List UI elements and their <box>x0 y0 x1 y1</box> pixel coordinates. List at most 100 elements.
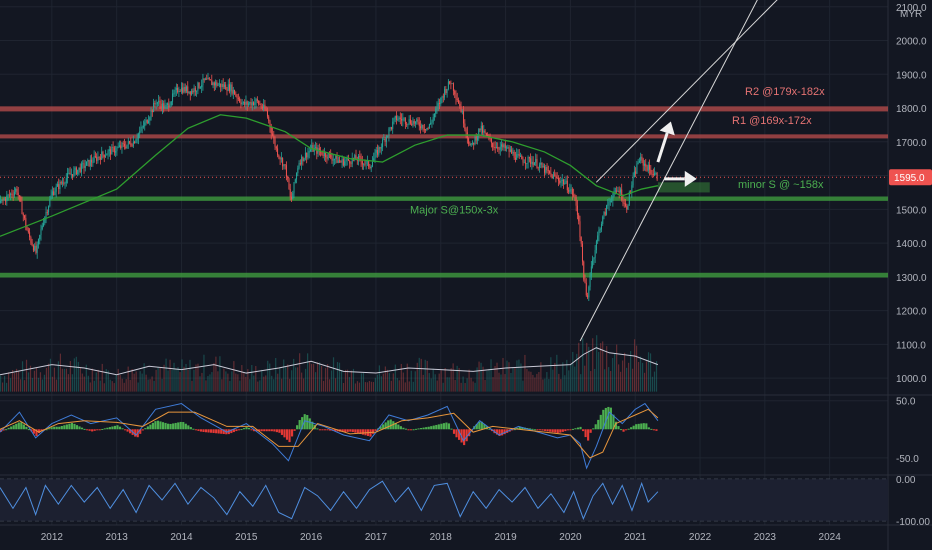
candle-body <box>207 78 209 80</box>
volume-bar <box>219 356 221 392</box>
candle-body <box>547 170 549 171</box>
candle-body <box>174 90 176 94</box>
macd-histogram-bar <box>285 429 289 440</box>
candle-body <box>293 182 295 194</box>
candle-body <box>136 138 138 141</box>
candle-body <box>265 109 267 111</box>
candle-body <box>130 142 132 146</box>
volume-bar <box>540 362 542 392</box>
macd-histogram-bar <box>245 427 248 430</box>
macd-histogram-bar <box>457 429 461 440</box>
macd-histogram-bar <box>316 428 319 430</box>
volume-bar <box>163 364 165 392</box>
candle-body <box>574 194 576 198</box>
volume-bar <box>500 374 502 392</box>
volume-bar <box>604 369 606 392</box>
candle-body <box>258 100 260 105</box>
macd-histogram-bar <box>604 407 607 430</box>
candle-body <box>546 167 548 171</box>
macd-histogram-bar <box>407 429 410 431</box>
volume-bar <box>119 374 121 392</box>
volume-bar <box>562 362 564 392</box>
macd-histogram-bar <box>202 429 205 433</box>
volume-bar <box>29 365 32 392</box>
volume-bar <box>478 361 480 392</box>
macd-histogram-bar <box>220 429 223 434</box>
macd-histogram-bar <box>121 428 124 430</box>
candle-body <box>603 211 605 217</box>
macd-histogram-bar <box>344 429 347 433</box>
macd-histogram-bar <box>134 429 137 437</box>
candle-body <box>193 88 195 93</box>
candle-body <box>482 125 484 133</box>
candle-body <box>389 127 391 129</box>
candle-body <box>385 136 387 142</box>
volume-bar <box>261 369 263 392</box>
candle-body <box>320 151 322 153</box>
price-axis[interactable]: 2100.02000.01900.01800.01700.01600.01500… <box>896 3 930 528</box>
candle-body <box>189 91 191 95</box>
candle-body <box>188 91 190 93</box>
macd-histogram-bar <box>149 424 152 430</box>
candle-body <box>542 166 544 168</box>
volume-bar <box>171 369 173 392</box>
macd-histogram-bar <box>399 426 402 430</box>
candle-body <box>165 104 167 106</box>
macd-histogram-bar <box>516 427 519 430</box>
candle-body <box>344 161 346 166</box>
candle-body <box>20 196 22 202</box>
candle-body <box>377 150 379 155</box>
volume-bar <box>414 371 416 392</box>
candle-body <box>307 152 309 158</box>
volume-bar <box>448 377 450 392</box>
candle-body <box>199 87 201 89</box>
volume-bar <box>422 374 424 392</box>
candle-body <box>113 147 115 153</box>
volume-bar <box>512 367 514 392</box>
volume-bar <box>275 357 277 392</box>
volume-bar <box>95 372 97 392</box>
volume-bar <box>1 382 4 392</box>
candle-body <box>589 275 591 287</box>
candle-body <box>187 86 189 93</box>
volume-bar <box>404 382 406 392</box>
candle-body <box>414 121 416 124</box>
candle-body <box>417 119 419 123</box>
volume-bar <box>446 377 448 392</box>
volume-bar <box>428 373 430 392</box>
candle-body <box>98 156 100 158</box>
macd-histogram-bar <box>592 428 595 430</box>
volume-bar <box>0 375 2 392</box>
candle-body <box>428 124 430 129</box>
price-tick-label: 1800.0 <box>896 104 927 115</box>
candle-body <box>80 163 82 172</box>
candle-body <box>244 101 246 105</box>
candle-body <box>194 88 196 92</box>
candle-body <box>564 182 566 185</box>
macd-histogram-bar <box>151 422 154 430</box>
price-tick-label: 1100.0 <box>896 340 926 351</box>
candle-body <box>334 158 336 160</box>
volume-bar <box>504 374 506 392</box>
time-axis[interactable]: 2012 2013 2014 2015 2016 2017 2018 2019 2020 2021… <box>41 532 841 543</box>
volume-bar <box>139 371 141 392</box>
volume-bar <box>255 366 257 392</box>
volume-bar <box>179 372 181 392</box>
candle-body <box>561 179 563 181</box>
candle-body <box>296 173 298 180</box>
candle-body <box>222 83 224 87</box>
volume-bar <box>271 375 273 392</box>
candle-body <box>46 212 48 213</box>
volume-bar <box>358 382 361 392</box>
x-tick-label: 2024 <box>819 532 842 543</box>
macd-histogram-bar <box>159 421 162 430</box>
volume-bar <box>318 362 321 392</box>
volume-bar <box>532 374 534 392</box>
candle-body <box>321 152 323 155</box>
macd-pane <box>0 402 659 470</box>
volume-bar <box>253 375 255 392</box>
volume-bar <box>434 374 436 392</box>
moving-average-line <box>0 114 659 237</box>
macd-histogram-bar <box>594 424 597 430</box>
